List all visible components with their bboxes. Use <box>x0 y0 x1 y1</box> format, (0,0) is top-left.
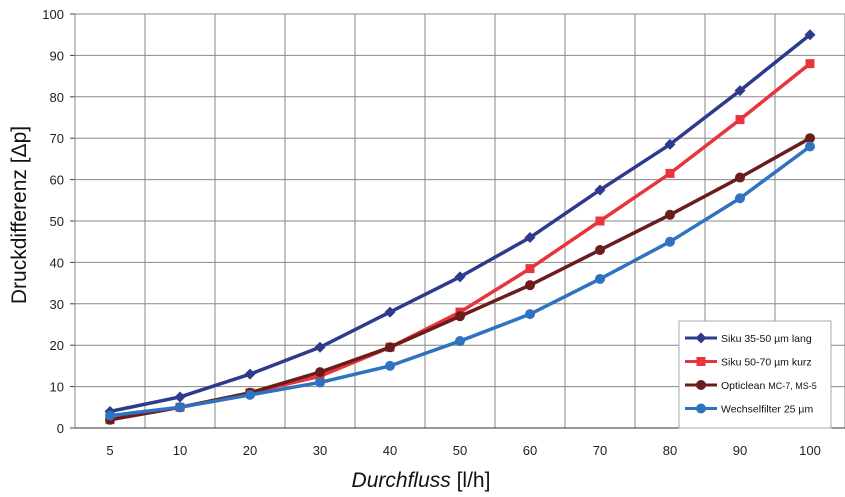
y-tick-label: 30 <box>50 297 64 312</box>
y-axis-ticks: 0 10 20 30 40 50 60 70 80 90 100 <box>42 7 64 436</box>
y-tick-label: 60 <box>50 173 64 188</box>
series-group <box>104 29 816 425</box>
data-point <box>665 209 675 220</box>
legend-label-main: Siku 35-50 µm lang <box>721 333 812 345</box>
data-point <box>804 29 816 41</box>
legend-item: Wechselfilter 25 µm <box>685 403 813 416</box>
x-tick-label: 60 <box>523 443 537 458</box>
legend-label: Wechselfilter 25 µm <box>721 404 813 416</box>
data-point <box>735 172 745 183</box>
data-point <box>174 391 186 403</box>
legend-item: Siku 35-50 µm lang <box>685 332 812 345</box>
y-tick-label: 70 <box>50 131 64 146</box>
y-axis-title: Druckdifferenz [Δp] <box>8 126 31 304</box>
y-tick-label: 20 <box>50 338 64 353</box>
x-tick-label: 5 <box>106 443 113 458</box>
data-point <box>175 402 185 413</box>
x-tick-label: 20 <box>243 443 257 458</box>
data-point <box>244 368 256 380</box>
data-point <box>735 115 745 125</box>
series-4 <box>105 141 815 421</box>
x-axis-title-unit: [l/h] <box>451 469 491 492</box>
data-point <box>805 141 815 152</box>
y-tick-label: 40 <box>50 255 64 270</box>
y-tick-label: 100 <box>42 7 64 22</box>
legend-label: Siku 35-50 µm lang <box>721 333 812 345</box>
data-point <box>595 273 605 284</box>
series-1 <box>104 29 816 417</box>
data-point <box>455 336 465 347</box>
x-tick-label: 30 <box>313 443 327 458</box>
legend-label-main: Siku 50-70 µm kurz <box>721 357 812 369</box>
data-point <box>385 360 395 371</box>
data-point <box>384 306 396 318</box>
data-point <box>524 232 536 244</box>
y-tick-label: 0 <box>57 421 64 436</box>
grid-lines <box>70 13 845 429</box>
legend-label: Opticlean MC-7, MS-5 <box>721 380 817 392</box>
legend-swatch-marker <box>696 380 706 390</box>
data-point <box>525 280 535 291</box>
legend-label-main: Wechselfilter 25 µm <box>721 404 813 416</box>
data-point <box>665 236 675 247</box>
y-tick-label: 80 <box>50 90 64 105</box>
data-point <box>595 216 605 226</box>
legend-swatch-marker <box>695 332 707 344</box>
data-point <box>385 342 395 353</box>
y-tick-label: 50 <box>50 214 64 229</box>
data-point <box>314 341 326 353</box>
data-point <box>525 309 535 320</box>
legend-label-main: Opticlean <box>721 380 768 392</box>
data-point <box>455 311 465 322</box>
data-point <box>454 271 466 283</box>
data-point <box>805 59 815 69</box>
data-point <box>595 244 605 255</box>
data-point <box>245 389 255 400</box>
data-point <box>665 168 675 178</box>
y-tick-label: 90 <box>50 48 64 63</box>
x-axis-ticks: 5 10 20 30 40 50 60 70 80 90 100 <box>106 443 820 458</box>
legend: Siku 35-50 µm lang Siku 50-70 µm kurz Opti… <box>678 320 832 429</box>
x-tick-label: 40 <box>383 443 397 458</box>
legend-swatch-marker <box>696 357 706 366</box>
data-point <box>805 133 815 144</box>
data-point <box>315 367 325 378</box>
x-axis-title: Durchfluss [l/h] <box>352 469 491 492</box>
legend-item: Opticlean MC-7, MS-5 <box>685 380 817 392</box>
x-tick-label: 90 <box>733 443 747 458</box>
x-tick-label: 50 <box>453 443 467 458</box>
x-tick-label: 80 <box>663 443 677 458</box>
data-point <box>664 138 676 150</box>
x-tick-label: 70 <box>593 443 607 458</box>
data-point <box>105 410 115 421</box>
x-tick-label: 100 <box>799 443 821 458</box>
legend-item: Siku 50-70 µm kurz <box>685 357 812 369</box>
data-point <box>594 184 606 196</box>
legend-label: Siku 50-70 µm kurz <box>721 357 812 369</box>
legend-swatch-marker <box>696 403 706 414</box>
x-tick-label: 10 <box>173 443 187 458</box>
data-point <box>734 85 746 97</box>
x-axis-title-main: Durchfluss <box>352 469 452 492</box>
data-point <box>315 377 325 388</box>
data-point <box>735 193 745 204</box>
legend-label-detail: MC-7, MS-5 <box>768 381 817 391</box>
data-point <box>525 264 535 274</box>
y-tick-label: 10 <box>50 380 64 395</box>
